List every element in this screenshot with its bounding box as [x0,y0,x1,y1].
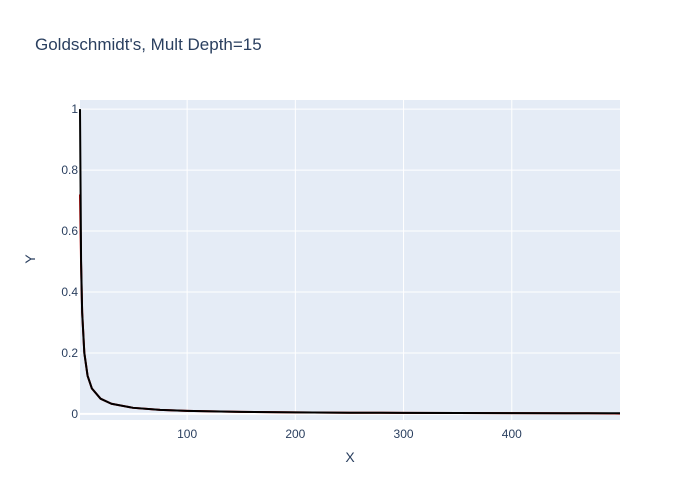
x-tick-label: 400 [502,427,522,441]
y-tick-label: 0.8 [61,163,78,177]
y-tick-label: 0.6 [61,224,78,238]
series-line-2 [79,109,621,415]
x-axis-ticks: 100 200 300 400 [177,427,522,441]
y-axis-ticks: 0 0.2 0.4 0.6 0.8 1 [61,102,78,421]
x-tick-label: 100 [177,427,197,441]
series-group [79,109,621,415]
x-axis-title: X [345,449,355,465]
x-tick-label: 300 [394,427,414,441]
y-tick-label: 0 [71,407,78,421]
x-tick-label: 200 [285,427,305,441]
plot-area [80,100,620,420]
chart-title: Goldschmidt's, Mult Depth=15 [35,35,262,54]
y-tick-label: 1 [71,102,78,116]
y-axis-title: Y [22,254,38,264]
grid [80,100,620,420]
y-tick-label: 0.4 [61,285,78,299]
y-tick-label: 0.2 [61,346,78,360]
